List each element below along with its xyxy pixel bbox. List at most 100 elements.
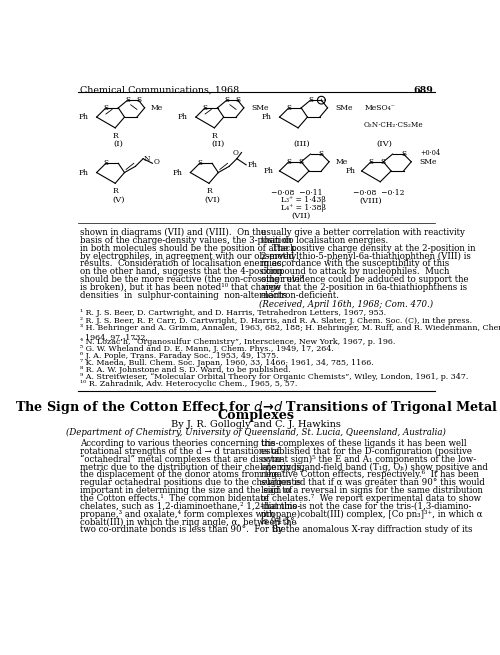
Text: SMe: SMe (336, 104, 353, 112)
Text: S: S (202, 104, 207, 112)
Text: S: S (308, 96, 313, 104)
Text: +0·04: +0·04 (420, 149, 441, 157)
Text: Ph: Ph (79, 113, 89, 121)
Text: usually give a better correlation with reactivity: usually give a better correlation with r… (261, 228, 465, 237)
Text: +: + (318, 98, 324, 103)
Text: regular octahedral positions due to the chelation is: regular octahedral positions due to the … (80, 478, 300, 487)
Text: (VII): (VII) (291, 212, 310, 220)
Text: propane)cobalt(III) complex, [Co pn₃]³⁺, in which α: propane)cobalt(III) complex, [Co pn₃]³⁺,… (261, 510, 482, 519)
Text: Ph: Ph (262, 113, 272, 121)
Text: S: S (319, 150, 324, 158)
Text: S: S (286, 104, 292, 112)
Text: SMe: SMe (252, 104, 269, 112)
Text: S: S (136, 96, 141, 104)
Text: the Cotton effects.¹  The common bidentate: the Cotton effects.¹ The common bidentat… (80, 494, 268, 503)
Text: negative Cotton effects, respectively.⁶  It has been: negative Cotton effects, respectively.⁶ … (261, 470, 479, 479)
Text: (Department of Chemistry, University of Queensland, St. Lucia, Queensland, Austr: (Department of Chemistry, University of … (66, 428, 446, 438)
Text: in both molecules should be the position of attack: in both molecules should be the position… (80, 244, 295, 253)
Text: By J. R. Gollogly and C. J. Hawkins: By J. R. Gollogly and C. J. Hawkins (172, 420, 341, 429)
Text: R: R (212, 132, 218, 140)
Text: ⁶ J. A. Pople, Trans. Faraday Soc., 1953, 49, 1375.: ⁶ J. A. Pople, Trans. Faraday Soc., 1953… (80, 352, 278, 360)
Text: S: S (197, 159, 202, 167)
Text: ⁵ G. W. Wheland and D. E. Mann, J. Chem. Phys., 1949, 17, 264.: ⁵ G. W. Wheland and D. E. Mann, J. Chem.… (80, 345, 334, 353)
Text: than do localisation energies.: than do localisation energies. (261, 236, 388, 245)
Text: (V): (V) (112, 196, 124, 204)
Text: lead to a reversal in signs for the same distribution: lead to a reversal in signs for the same… (261, 486, 483, 495)
Text: suggested that if α was greater than 90° this would: suggested that if α was greater than 90°… (261, 478, 485, 487)
Text: Complexes: Complexes (218, 409, 295, 422)
Text: two co-ordinate bonds is less than 90°.  For the: two co-ordinate bonds is less than 90°. … (80, 525, 286, 534)
Text: S: S (104, 104, 108, 112)
Text: R: R (206, 187, 212, 195)
Text: ⁴ N. Lozac’h, “Organosulfur Chemistry”, Interscience, New York, 1967, p. 196.: ⁴ N. Lozac’h, “Organosulfur Chemistry”, … (80, 338, 395, 346)
Text: According to various theories concerning the: According to various theories concerning… (80, 439, 275, 448)
Text: L₄⁺ = 1·38β: L₄⁺ = 1·38β (281, 204, 326, 212)
Text: other evidence could be adduced to support the: other evidence could be adduced to suppo… (261, 275, 468, 284)
Text: S: S (224, 96, 230, 104)
Text: rotational strengths of the d → d transitions of: rotational strengths of the d → d transi… (80, 447, 280, 456)
Text: propane,³ and oxalate,⁴ form complexes with: propane,³ and oxalate,⁴ form complexes w… (80, 510, 274, 519)
Text: Ph: Ph (178, 113, 188, 121)
Text: ⁹ A. Streitwieser, “Molecular Orbital Theory for Organic Chemists”, Wiley, Londo: ⁹ A. Streitwieser, “Molecular Orbital Th… (80, 373, 468, 381)
Text: S: S (298, 158, 304, 166)
Text: tris-complexes of these ligands it has been well: tris-complexes of these ligands it has b… (261, 439, 466, 448)
Text: S: S (235, 96, 240, 104)
Text: Me: Me (336, 158, 347, 166)
Text: O: O (232, 149, 238, 157)
Text: Ph: Ph (79, 168, 89, 177)
Text: ¹ R. J. S. Beer, D. Cartwright, and D. Harris, Tetrahedron Letters, 1967, 953.: ¹ R. J. S. Beer, D. Cartwright, and D. H… (80, 309, 386, 318)
Text: (III): (III) (293, 140, 310, 148)
Text: −0·08  −0·11: −0·08 −0·11 (271, 189, 322, 196)
Text: results.  Consideration of localisation energies,: results. Consideration of localisation e… (80, 259, 284, 269)
Text: important in determining the size and the sign of: important in determining the size and th… (80, 486, 292, 495)
Text: metric due to the distribution of their chelate rings,: metric due to the distribution of their … (80, 462, 304, 472)
Text: cobalt(III) in which the ring angle, α, between the: cobalt(III) in which the ring angle, α, … (80, 517, 296, 527)
Text: chelates, such as 1,2-diaminoethane,² 1,2-diamino-: chelates, such as 1,2-diaminoethane,² 1,… (80, 502, 300, 511)
Text: Ph: Ph (264, 167, 274, 175)
Text: L₃⁺ = 1·43β: L₃⁺ = 1·43β (281, 196, 326, 204)
Text: Ph: Ph (172, 168, 182, 177)
Text: is 94·5°.: is 94·5°. (261, 517, 298, 527)
Text: view that the 2-position in 6a-thiathiophthens is: view that the 2-position in 6a-thiathiop… (261, 283, 467, 292)
Text: S: S (368, 158, 374, 166)
Text: R: R (112, 187, 118, 195)
Text: (Received, April 16th, 1968; Com. 470.): (Received, April 16th, 1968; Com. 470.) (259, 300, 433, 309)
Text: S: S (286, 158, 292, 166)
Text: Me: Me (151, 104, 163, 112)
Text: O: O (154, 158, 160, 166)
Text: Ph: Ph (346, 167, 356, 175)
Text: SMe: SMe (419, 158, 436, 166)
Text: energy ligand-field band (T₁g, Oₕ) show positive and: energy ligand-field band (T₁g, Oₕ) show … (261, 462, 488, 472)
Text: Chemical Communications, 1968: Chemical Communications, 1968 (80, 86, 238, 94)
Text: 689: 689 (413, 86, 433, 94)
Text: ¹⁰ R. Zahradnik, Adv. Heterocyclic Chem., 1965, 5, 57.: ¹⁰ R. Zahradnik, Adv. Heterocyclic Chem.… (80, 381, 297, 388)
Text: Ph: Ph (248, 161, 258, 169)
Text: MeSO₄⁻: MeSO₄⁻ (365, 104, 396, 112)
Text: ² R. J. S. Beer, R. P. Carr, D. Cartwright, D. Harris, and R. A. Slater, J. Chem: ² R. J. S. Beer, R. P. Carr, D. Cartwrig… (80, 316, 471, 324)
Text: by electrophiles, in agreement with our observed: by electrophiles, in agreement with our … (80, 252, 294, 261)
Text: (VIII): (VIII) (360, 196, 382, 204)
Text: in accordance with the susceptibility of this: in accordance with the susceptibility of… (261, 259, 449, 269)
Text: (IV): (IV) (376, 140, 392, 148)
Text: ⁸ R. A. W. Johnstone and S. D. Ward, to be published.: ⁸ R. A. W. Johnstone and S. D. Ward, to … (80, 366, 290, 374)
Text: 2-methylthio-5-phenyl-6a-thiathiophthen (VIII) is: 2-methylthio-5-phenyl-6a-thiathiophthen … (261, 252, 471, 261)
Text: By the anomalous X-ray diffraction study of its: By the anomalous X-ray diffraction study… (261, 525, 472, 534)
Text: the displacement of the donor atoms from the: the displacement of the donor atoms from… (80, 470, 278, 479)
Text: ⁷ K. Maeda, Bull. Chem. Soc. Japan, 1960, 33, 1466; 1961, 34, 785, 1166.: ⁷ K. Maeda, Bull. Chem. Soc. Japan, 1960… (80, 359, 374, 367)
Text: The positive charge density at the 2-position in: The positive charge density at the 2-pos… (261, 244, 476, 253)
Text: compound to attack by nucleophiles.  Much: compound to attack by nucleophiles. Much (261, 267, 450, 276)
Text: “octahedral” metal complexes that are dissym-: “octahedral” metal complexes that are di… (80, 455, 283, 464)
Text: S: S (381, 158, 386, 166)
Text: S: S (125, 96, 130, 104)
Text: R: R (112, 132, 118, 140)
Text: (II): (II) (211, 140, 224, 148)
Text: that this is not the case for the tris-(1,3-diamino-: that this is not the case for the tris-(… (261, 502, 472, 511)
Text: on the other hand, suggests that the 4-position: on the other hand, suggests that the 4-p… (80, 267, 282, 276)
Text: O₂N·CH₂·CS₂Me: O₂N·CH₂·CS₂Me (363, 121, 423, 129)
Text: (I): (I) (114, 140, 123, 148)
Text: should be the more reactive (the non-crossing rule⁹: should be the more reactive (the non-cro… (80, 275, 303, 284)
Text: ³ H. Behringer and A. Grimm, Annalen, 1963, 682, 188; H. Behringer, M. Ruff, and: ³ H. Behringer and A. Grimm, Annalen, 19… (80, 324, 500, 341)
Text: N: N (143, 155, 150, 162)
Text: −0·08  −0·12: −0·08 −0·12 (353, 189, 405, 196)
Text: electron-deficient.: electron-deficient. (261, 291, 340, 300)
